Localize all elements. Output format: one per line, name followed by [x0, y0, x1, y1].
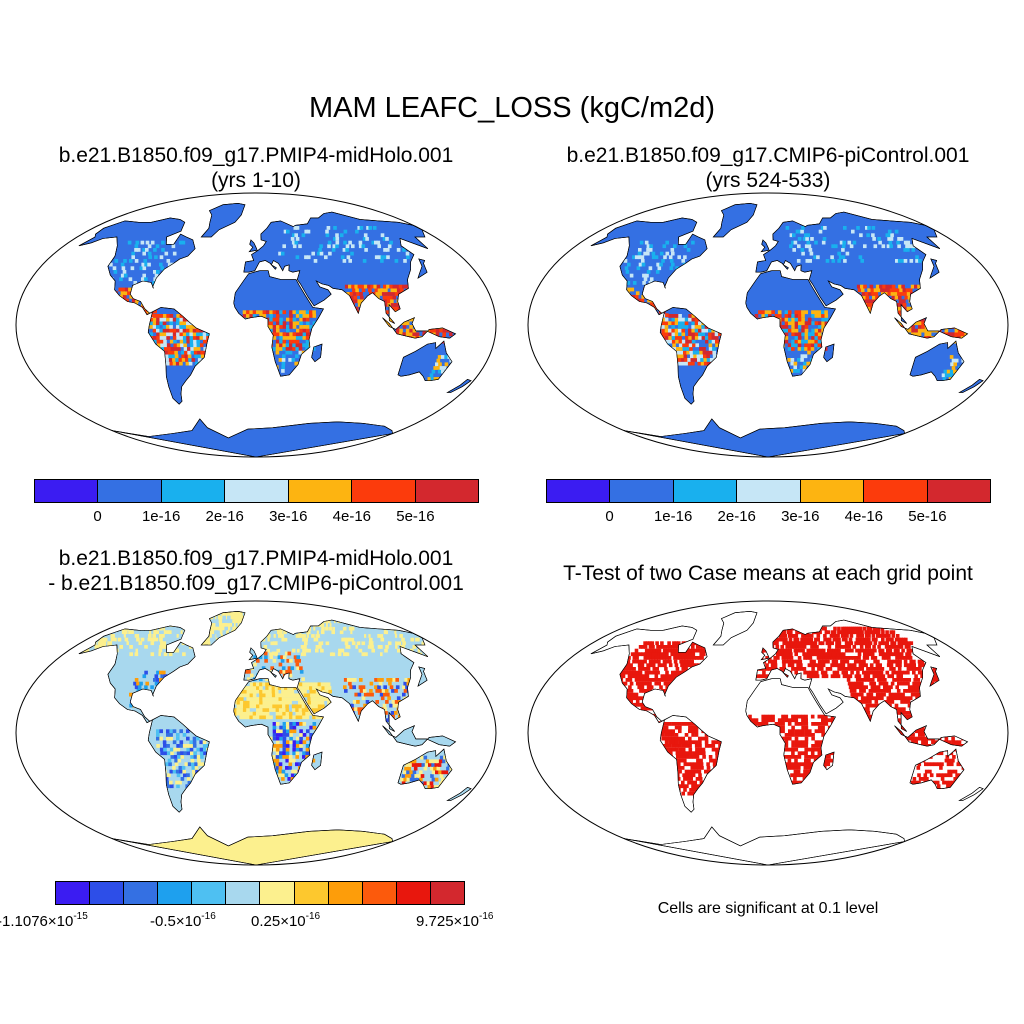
- colorbar-tick-label: 1e-16: [653, 508, 693, 525]
- colorbar-midholo: [34, 479, 479, 503]
- colorbar-picontrol-box: [610, 480, 674, 502]
- colorbar-midholo-box: [225, 480, 289, 502]
- colorbar-midholo-box: [35, 480, 99, 502]
- colorbar-difference-box: [362, 882, 397, 904]
- colorbar-tick-label: 5e-16: [908, 508, 947, 525]
- map-midholo: [15, 192, 497, 458]
- landmass-antarctica: [623, 418, 905, 457]
- colorbar-tick-label: 2e-16: [205, 508, 244, 525]
- landmass-indonesia: [382, 725, 457, 747]
- colorbar-picontrol-box: [927, 480, 990, 502]
- colorbar-tick-label: 3e-16: [781, 508, 820, 525]
- panel-title-difference: b.e21.B1850.f09_g17.PMIP4-midHolo.001 - …: [0, 546, 512, 596]
- colorbar-difference-box: [56, 882, 91, 904]
- colorbar-difference-box: [124, 882, 159, 904]
- colorbar-picontrol-box: [864, 480, 928, 502]
- colorbar-picontrol-box: [737, 480, 801, 502]
- colorbar-diff-label-min: -1.1076×10-15: [0, 911, 88, 930]
- colorbar-tick-label: 2e-16: [717, 508, 756, 525]
- map-border: [527, 600, 1009, 866]
- colorbar-difference-box: [294, 882, 329, 904]
- colorbar-midholo-box: [288, 480, 353, 502]
- panel-title-line2: (yrs 524-533): [705, 169, 831, 192]
- colorbar-tick-label: 0: [93, 508, 102, 525]
- landmass-antarctica: [111, 826, 393, 865]
- landmass-greenland: [712, 202, 758, 238]
- landmass-antarctica: [623, 826, 905, 865]
- colorbar-tick-label: 5e-16: [396, 508, 435, 525]
- colorbar-difference-box: [226, 882, 261, 904]
- colorbar-midholo-box: [415, 480, 478, 502]
- landmass-greenland: [712, 610, 758, 646]
- landmass-greenland: [200, 202, 246, 238]
- colorbar-difference-box: [328, 882, 363, 904]
- panel-title-picontrol: b.e21.B1850.f09_g17.CMIP6-piControl.001 …: [512, 143, 1024, 193]
- panel-title-line1: b.e21.B1850.f09_g17.CMIP6-piControl.001: [566, 144, 970, 167]
- panel-title-line2: - b.e21.B1850.f09_g17.CMIP6-piControl.00…: [48, 572, 464, 595]
- colorbar-tick-label: 4e-16: [844, 508, 884, 525]
- colorbar-midholo-box: [161, 480, 226, 502]
- colorbar-picontrol: [546, 479, 991, 503]
- panel-title-ttest: T-Test of two Case means at each grid po…: [512, 561, 1024, 586]
- panel-title-line1: b.e21.B1850.f09_g17.PMIP4-midHolo.001: [58, 547, 454, 570]
- colorbar-difference-box: [260, 882, 295, 904]
- panel-title-line2: (yrs 1-10): [211, 169, 301, 192]
- colorbar-difference: [55, 881, 465, 905]
- colorbar-diff-label-pos: 0.25×10-16: [251, 911, 321, 930]
- map-border: [15, 600, 497, 866]
- colorbar-tick-label: 1e-16: [141, 508, 181, 525]
- colorbar-tick-label: 4e-16: [332, 508, 372, 525]
- colorbar-diff-label-max: 9.725×10-16: [416, 911, 494, 930]
- significance-note: Cells are significant at 0.1 level: [657, 900, 879, 917]
- map-border: [15, 192, 497, 458]
- colorbar-picontrol-box: [673, 480, 738, 502]
- colorbar-tick-label: 0: [605, 508, 614, 525]
- colorbar-difference-box: [396, 882, 431, 904]
- map-border: [527, 192, 1009, 458]
- landmass-antarctica: [111, 418, 393, 457]
- panel-title-midholo: b.e21.B1850.f09_g17.PMIP4-midHolo.001 (y…: [0, 143, 512, 193]
- map-ttest: [527, 600, 1009, 866]
- colorbar-midholo-box: [98, 480, 162, 502]
- colorbar-difference-box: [158, 882, 193, 904]
- panel-title-line1: T-Test of two Case means at each grid po…: [563, 562, 973, 585]
- colorbar-difference-box: [192, 882, 227, 904]
- colorbar-tick-label: 3e-16: [269, 508, 308, 525]
- panel-title-line1: b.e21.B1850.f09_g17.PMIP4-midHolo.001: [58, 144, 454, 167]
- map-picontrol: [527, 192, 1009, 458]
- landmass-australia: [397, 340, 453, 381]
- colorbar-picontrol-box: [547, 480, 611, 502]
- colorbar-midholo-box: [352, 480, 416, 502]
- map-difference: [15, 600, 497, 866]
- colorbar-picontrol-box: [800, 480, 865, 502]
- figure-title: MAM LEAFC_LOSS (kgC/m2d): [308, 92, 716, 124]
- colorbar-difference-box: [430, 882, 464, 904]
- colorbar-diff-label-neg: -0.5×10-16: [150, 911, 216, 930]
- colorbar-difference-box: [90, 882, 125, 904]
